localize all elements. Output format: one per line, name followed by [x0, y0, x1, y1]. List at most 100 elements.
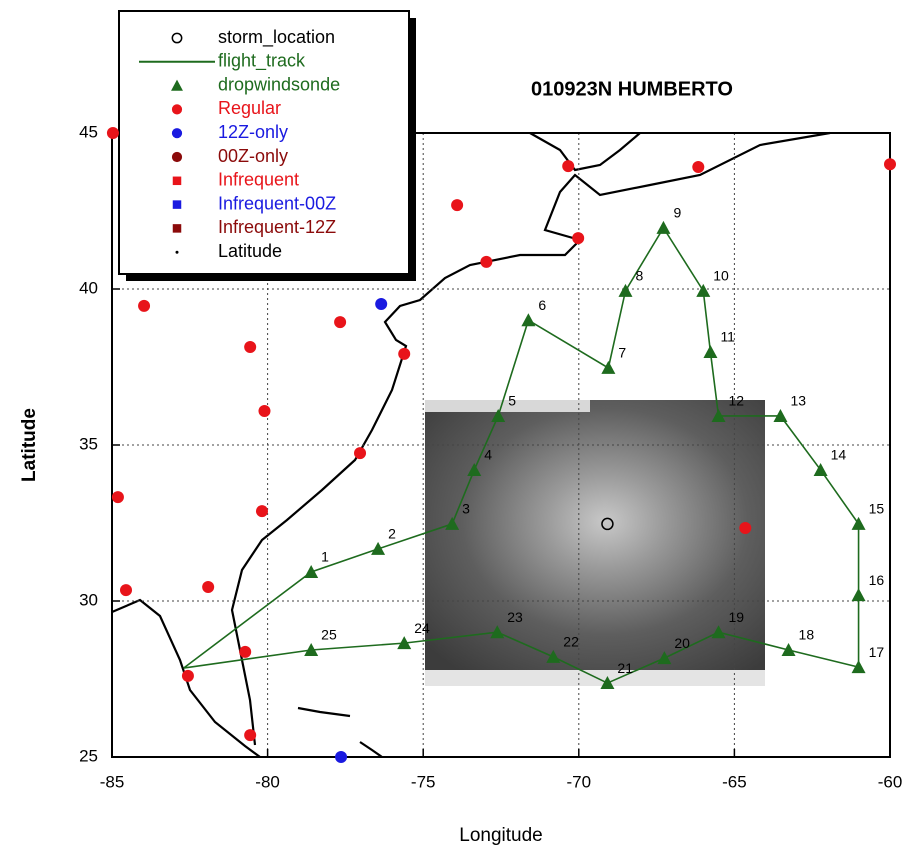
station: [244, 341, 257, 354]
station: [334, 316, 347, 329]
dropwindsonde: [851, 516, 866, 530]
station: [451, 199, 464, 212]
point-label: 15: [869, 501, 885, 517]
dropwindsonde: [600, 676, 615, 690]
station: [375, 297, 388, 310]
point-label: 25: [321, 627, 337, 643]
station: [172, 200, 182, 209]
point-label: 23: [507, 609, 523, 625]
point-label: 2: [388, 526, 396, 542]
point-label: 11: [720, 329, 735, 345]
station: [692, 161, 705, 174]
legend-label: 12Z-only: [218, 122, 288, 142]
point-label: 4: [484, 447, 492, 463]
point-label: 17: [869, 644, 885, 660]
dropwindsonde: [171, 79, 183, 91]
station: [335, 751, 348, 763]
dropwindsonde: [618, 283, 633, 297]
legend: [118, 10, 410, 275]
island: [359, 741, 383, 758]
dropwindsonde: [851, 660, 866, 674]
y-tick-label: 40: [79, 278, 98, 297]
legend-label: 00Z-only: [218, 146, 288, 166]
station: [398, 347, 411, 360]
dropwindsonde: [304, 564, 319, 578]
legend-label: storm_location: [218, 27, 335, 48]
point-label: 19: [729, 609, 745, 625]
point-label: 16: [869, 572, 885, 588]
y-tick-label: 45: [79, 122, 98, 141]
station: [171, 151, 183, 163]
dropwindsonde: [781, 642, 796, 656]
dropwindsonde: [703, 345, 718, 359]
legend-label: Latitude: [218, 241, 282, 261]
station: [202, 580, 215, 593]
station: [106, 127, 119, 139]
chart-title: 010923N HUMBERTO: [531, 78, 733, 100]
station: [884, 158, 896, 171]
point-label: 1: [321, 549, 329, 565]
station: [175, 250, 179, 254]
dropwindsonde: [491, 408, 506, 422]
station: [172, 224, 182, 233]
station: [239, 645, 252, 658]
point-label: 10: [713, 268, 729, 284]
dropwindsonde: [397, 636, 412, 650]
station: [244, 729, 257, 742]
station: [354, 447, 367, 460]
point-label: 8: [635, 268, 643, 284]
point-label: 6: [538, 297, 546, 313]
dropwindsonde: [467, 462, 482, 476]
point-label: 5: [508, 393, 516, 409]
station: [171, 128, 183, 139]
dropwindsonde: [696, 283, 711, 297]
station: [181, 669, 194, 682]
y-tick-label: 35: [79, 434, 98, 453]
legend-label: dropwindsonde: [218, 74, 340, 94]
x-tick-label: -75: [411, 772, 436, 791]
dropwindsonde: [445, 516, 460, 530]
station: [480, 255, 493, 268]
dropwindsonde: [304, 642, 319, 656]
dropwindsonde: [851, 588, 866, 602]
point-label: 12: [729, 393, 745, 409]
dropwindsonde: [521, 313, 536, 327]
station: [138, 299, 151, 312]
point-label: 21: [617, 660, 633, 676]
image-footer: [425, 670, 765, 686]
east-coast: [230, 131, 831, 746]
legend-label: Infrequent-12Z: [218, 217, 336, 237]
station: [171, 104, 183, 115]
station: [120, 584, 133, 597]
dropwindsonde: [546, 649, 561, 663]
station: [111, 491, 124, 504]
point-label: 18: [799, 627, 815, 643]
dropwindsonde: [490, 625, 505, 639]
point-label: 13: [790, 393, 806, 409]
dropwindsonde: [711, 625, 726, 639]
storm-location: [171, 32, 183, 44]
point-label: 9: [673, 205, 681, 221]
dropwindsonde: [601, 360, 616, 374]
island: [297, 706, 351, 718]
legend-label: flight_track: [218, 51, 306, 72]
x-tick-label: -80: [255, 772, 280, 791]
satellite-image: [425, 400, 765, 670]
dropwindsonde: [813, 462, 828, 476]
x-tick-label: -70: [567, 772, 592, 791]
legend-label: Infrequent-00Z: [218, 193, 336, 213]
y-tick-label: 30: [79, 590, 98, 609]
point-label: 20: [674, 635, 690, 651]
dropwindsonde: [656, 220, 671, 234]
station: [562, 160, 575, 173]
canada-coast: [529, 132, 641, 172]
image-header: [425, 400, 590, 412]
dropwindsonde: [773, 408, 788, 422]
point-label: 3: [462, 501, 470, 517]
station: [172, 176, 182, 186]
y-tick-label: 25: [79, 746, 98, 765]
station: [255, 505, 268, 518]
dropwindsonde: [657, 651, 672, 665]
dropwindsonde: [371, 541, 386, 555]
